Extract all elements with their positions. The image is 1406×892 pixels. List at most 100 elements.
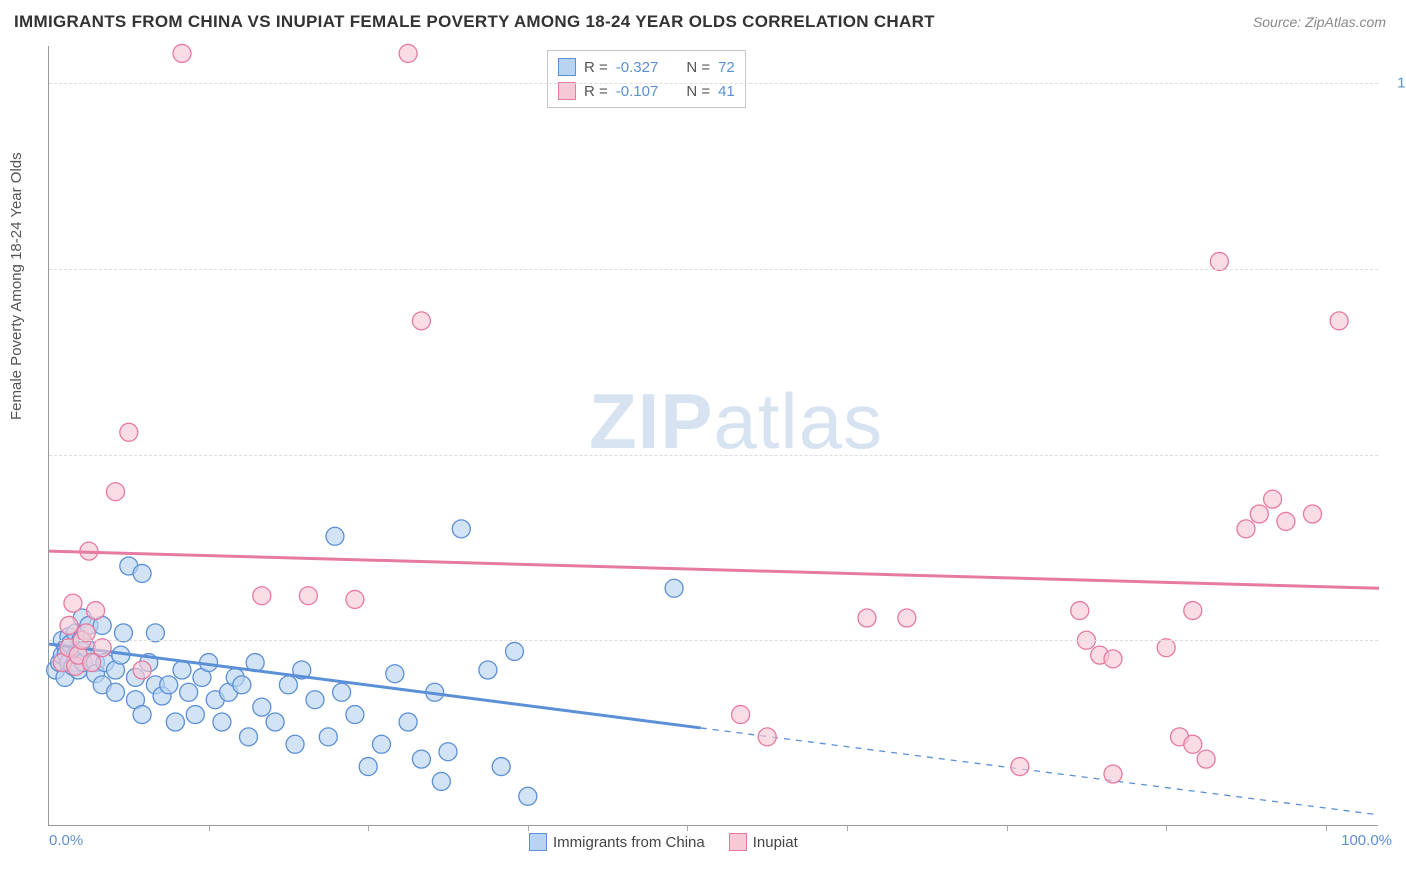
- x-minor-tick: [1007, 825, 1008, 831]
- legend-n-label: N =: [686, 83, 710, 100]
- data-point: [519, 787, 537, 805]
- legend-item: Immigrants from China: [529, 833, 705, 851]
- x-minor-tick: [368, 825, 369, 831]
- data-point: [346, 706, 364, 724]
- data-point: [253, 587, 271, 605]
- data-point: [858, 609, 876, 627]
- data-point: [64, 594, 82, 612]
- y-tick-label: 75.0%: [1386, 260, 1406, 277]
- data-point: [1011, 758, 1029, 776]
- data-point: [306, 691, 324, 709]
- data-point: [233, 676, 251, 694]
- gridline: [49, 640, 1378, 641]
- data-point: [359, 758, 377, 776]
- data-point: [253, 698, 271, 716]
- data-point: [133, 661, 151, 679]
- data-point: [492, 758, 510, 776]
- data-point: [399, 44, 417, 62]
- data-point: [412, 312, 430, 330]
- data-point: [479, 661, 497, 679]
- data-point: [286, 735, 304, 753]
- data-point: [732, 706, 750, 724]
- trend-line-extrapolated: [701, 728, 1379, 815]
- data-point: [898, 609, 916, 627]
- legend-swatch: [729, 833, 747, 851]
- data-point: [432, 772, 450, 790]
- gridline: [49, 269, 1378, 270]
- data-point: [1277, 512, 1295, 530]
- data-point: [77, 624, 95, 642]
- legend-n-label: N =: [686, 59, 710, 76]
- data-point: [160, 676, 178, 694]
- data-point: [114, 624, 132, 642]
- y-axis-label: Female Poverty Among 18-24 Year Olds: [8, 152, 25, 420]
- data-point: [107, 483, 125, 501]
- data-point: [665, 579, 683, 597]
- legend-r-value: -0.327: [616, 59, 659, 76]
- legend-r-label: R =: [584, 83, 608, 100]
- data-point: [299, 587, 317, 605]
- data-point: [758, 728, 776, 746]
- data-point: [1184, 735, 1202, 753]
- data-point: [173, 661, 191, 679]
- data-point: [1104, 765, 1122, 783]
- x-minor-tick: [1326, 825, 1327, 831]
- data-point: [346, 590, 364, 608]
- legend-row: R =-0.327N =72: [558, 55, 735, 79]
- y-tick-label: 100.0%: [1386, 75, 1406, 92]
- plot-area: ZIPatlas R =-0.327N =72R =-0.107N =41 Im…: [48, 46, 1378, 826]
- x-minor-tick: [209, 825, 210, 831]
- data-point: [279, 676, 297, 694]
- data-point: [319, 728, 337, 746]
- data-point: [1197, 750, 1215, 768]
- legend-swatch: [558, 82, 576, 100]
- data-point: [399, 713, 417, 731]
- data-point: [180, 683, 198, 701]
- data-point: [1264, 490, 1282, 508]
- data-point: [60, 616, 78, 634]
- data-point: [333, 683, 351, 701]
- y-tick-label: 25.0%: [1386, 632, 1406, 649]
- legend-label: Inupiat: [753, 834, 798, 851]
- data-point: [439, 743, 457, 761]
- legend-r-value: -0.107: [616, 83, 659, 100]
- legend-series: Immigrants from China Inupiat: [529, 833, 798, 851]
- x-tick-min: 0.0%: [49, 832, 83, 849]
- data-point: [87, 602, 105, 620]
- gridline: [49, 455, 1378, 456]
- x-minor-tick: [847, 825, 848, 831]
- data-point: [133, 564, 151, 582]
- x-minor-tick: [528, 825, 529, 831]
- data-point: [1237, 520, 1255, 538]
- data-point: [120, 423, 138, 441]
- data-point: [1157, 639, 1175, 657]
- data-point: [93, 639, 111, 657]
- scatter-svg: [49, 46, 1378, 825]
- data-point: [412, 750, 430, 768]
- legend-label: Immigrants from China: [553, 834, 705, 851]
- data-point: [373, 735, 391, 753]
- data-point: [240, 728, 258, 746]
- data-point: [173, 44, 191, 62]
- data-point: [1104, 650, 1122, 668]
- legend-n-value: 41: [718, 83, 735, 100]
- data-point: [213, 713, 231, 731]
- legend-correlation: R =-0.327N =72R =-0.107N =41: [547, 50, 746, 108]
- source-label: Source: ZipAtlas.com: [1253, 14, 1386, 30]
- data-point: [146, 624, 164, 642]
- data-point: [1184, 602, 1202, 620]
- data-point: [107, 683, 125, 701]
- chart-title: IMMIGRANTS FROM CHINA VS INUPIAT FEMALE …: [14, 12, 935, 32]
- data-point: [1250, 505, 1268, 523]
- data-point: [506, 642, 524, 660]
- data-point: [133, 706, 151, 724]
- x-tick-max: 100.0%: [1341, 832, 1392, 849]
- trend-line: [49, 551, 1379, 588]
- legend-swatch: [558, 58, 576, 76]
- data-point: [266, 713, 284, 731]
- data-point: [386, 665, 404, 683]
- data-point: [1330, 312, 1348, 330]
- data-point: [1304, 505, 1322, 523]
- data-point: [1071, 602, 1089, 620]
- legend-r-label: R =: [584, 59, 608, 76]
